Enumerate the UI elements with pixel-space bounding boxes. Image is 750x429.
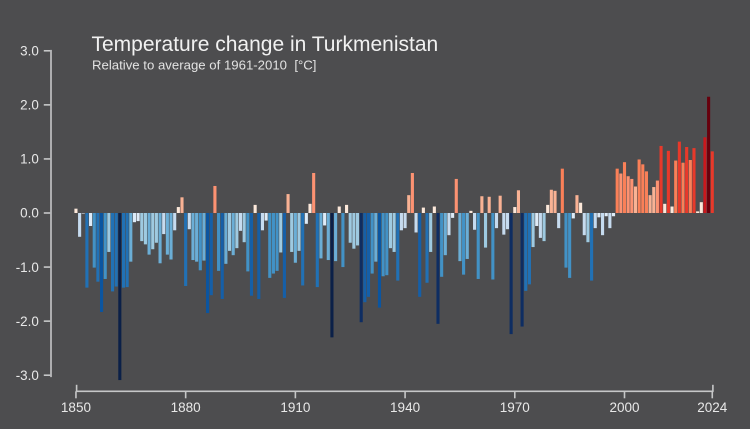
svg-text:-2.0: -2.0 <box>16 314 39 329</box>
svg-text:-1.0: -1.0 <box>16 260 39 275</box>
svg-text:-3.0: -3.0 <box>16 368 39 383</box>
svg-text:1880: 1880 <box>171 400 201 415</box>
svg-text:2.0: 2.0 <box>20 98 39 113</box>
svg-text:Relative to average of 1961-20: Relative to average of 1961-2010 [°C] <box>92 58 316 73</box>
svg-text:0.0: 0.0 <box>20 206 39 221</box>
svg-text:1.0: 1.0 <box>20 152 39 167</box>
svg-text:1940: 1940 <box>390 400 420 415</box>
svg-text:1970: 1970 <box>500 400 530 415</box>
svg-text:1910: 1910 <box>280 400 310 415</box>
svg-text:1850: 1850 <box>61 400 91 415</box>
svg-text:2024: 2024 <box>697 400 728 415</box>
svg-text:3.0: 3.0 <box>20 43 39 58</box>
svg-text:2000: 2000 <box>609 400 639 415</box>
svg-text:Temperature change in Turkmeni: Temperature change in Turkmenistan <box>92 33 439 56</box>
